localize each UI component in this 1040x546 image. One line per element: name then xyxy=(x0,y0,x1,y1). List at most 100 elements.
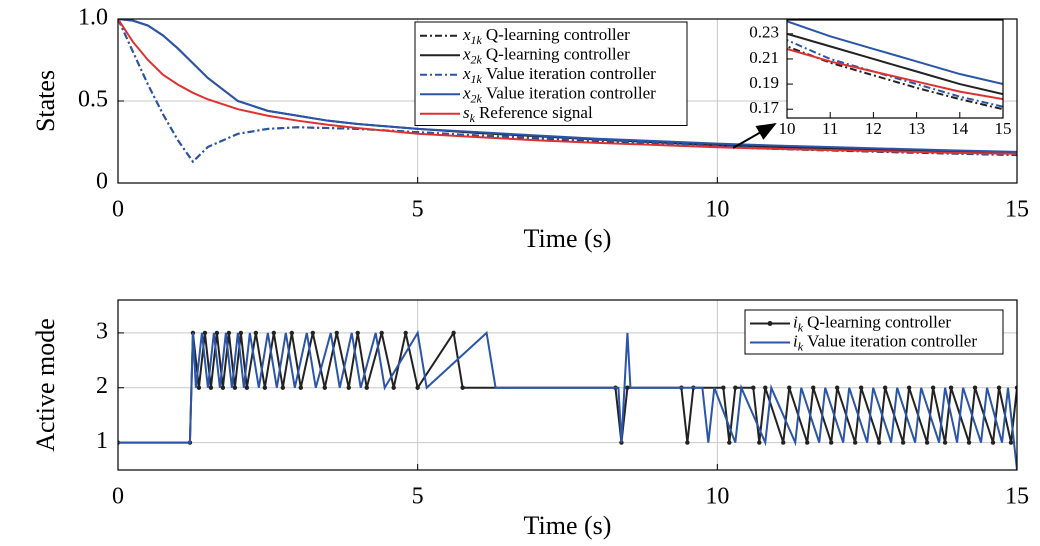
legend-label: x1k Q-learning controller xyxy=(462,25,630,47)
series-marker xyxy=(214,330,220,336)
x-tick-label: 0 xyxy=(112,484,124,510)
series-marker xyxy=(280,385,286,390)
series-marker xyxy=(948,385,954,390)
legend-label: x2k Q-learning controller xyxy=(462,44,630,66)
series-marker xyxy=(751,385,756,390)
legend-subscript: k xyxy=(798,320,804,334)
series-line xyxy=(787,20,1003,86)
y-tick-label: 1 xyxy=(96,428,108,454)
series-line xyxy=(787,32,1003,96)
series-marker xyxy=(238,330,244,336)
series-group xyxy=(118,19,1017,164)
x-tick-label: 10 xyxy=(705,197,729,223)
series-marker xyxy=(882,385,888,390)
series-marker xyxy=(972,385,978,390)
legend-subscript: 2k xyxy=(471,91,483,105)
series-marker xyxy=(924,440,930,445)
series-marker xyxy=(346,385,351,390)
axes-frame xyxy=(117,18,1018,184)
legend-name: Value iteration controller xyxy=(486,83,656,102)
x-tick-label: 5 xyxy=(412,197,424,223)
series-marker xyxy=(403,330,408,336)
legend-label: x2k Value iteration controller xyxy=(462,83,656,105)
series-marker xyxy=(244,385,250,390)
y-tick-label: 0.17 xyxy=(749,98,779,117)
series-marker xyxy=(334,330,339,336)
series-marker xyxy=(829,440,834,445)
series-marker xyxy=(942,440,948,445)
inset-arrow xyxy=(732,123,777,149)
x-tick-label: 11 xyxy=(822,119,838,138)
series-marker xyxy=(787,385,792,390)
y-tick-label: 1.0 xyxy=(78,5,108,31)
y-axis-label: Active mode xyxy=(31,318,60,452)
series-marker xyxy=(852,440,858,445)
series-marker xyxy=(721,385,726,390)
legend-symbol: x xyxy=(462,83,471,102)
series-marker xyxy=(876,440,882,445)
x-tick-label: 13 xyxy=(908,119,925,138)
axes-frame xyxy=(117,299,1018,471)
series-marker xyxy=(322,385,327,390)
series-marker xyxy=(727,440,732,445)
series-marker xyxy=(355,330,360,336)
series-marker xyxy=(271,330,277,336)
series-marker xyxy=(996,385,1002,390)
series-line xyxy=(118,330,1017,470)
series-marker xyxy=(763,385,768,390)
legend-name: Q-learning controller xyxy=(486,44,630,63)
legend-symbol: x xyxy=(462,44,471,63)
x-tick-label: 15 xyxy=(1005,484,1029,510)
series-marker xyxy=(298,385,303,390)
x-tick-label: 12 xyxy=(865,119,882,138)
x-tick-label: 10 xyxy=(705,484,729,510)
y-tick-label: 0.21 xyxy=(749,48,779,67)
y-tick-label: 0.5 xyxy=(78,87,108,113)
series-marker xyxy=(805,440,810,445)
y-tick-label: 2 xyxy=(96,373,108,399)
series-marker xyxy=(811,385,816,390)
x-tick-label: 15 xyxy=(995,119,1012,138)
y-axis-label: States xyxy=(31,70,60,132)
series-marker xyxy=(202,330,208,336)
x-tick-label: 10 xyxy=(779,119,796,138)
series-marker xyxy=(858,385,864,390)
series-marker xyxy=(781,440,786,445)
series-marker xyxy=(835,385,840,390)
legend-subscript: 2k xyxy=(471,52,483,66)
series-marker xyxy=(220,385,226,390)
y-tick-label: 0.23 xyxy=(749,23,779,42)
y-tick-label: 0 xyxy=(96,169,108,195)
x-tick-label: 15 xyxy=(1005,197,1029,223)
legend-symbol: x xyxy=(462,25,471,44)
legend-subscript: 1k xyxy=(471,72,483,86)
series-marker xyxy=(310,330,315,336)
legend-marker xyxy=(767,321,773,326)
series-marker xyxy=(253,330,259,336)
series-marker xyxy=(966,440,972,445)
legend-label: sk Reference signal xyxy=(463,103,593,125)
legend-label: ik Value iteration controller xyxy=(793,331,977,353)
series-line xyxy=(787,47,1003,101)
legend-symbol: s xyxy=(463,103,470,122)
series-marker xyxy=(415,385,420,390)
inset-frame xyxy=(786,19,1004,119)
series-marker xyxy=(1008,440,1014,445)
legend-symbol: x xyxy=(462,64,471,83)
legend-box xyxy=(414,21,688,126)
series-marker xyxy=(208,385,214,390)
series-marker xyxy=(900,440,906,445)
series-marker xyxy=(391,385,396,390)
legend-name: Value iteration controller xyxy=(807,331,977,350)
series-marker xyxy=(289,330,295,336)
series-marker xyxy=(460,385,465,390)
x-tick-label: 5 xyxy=(412,484,424,510)
legend-subscript: k xyxy=(798,339,804,353)
series-marker xyxy=(232,385,238,390)
series-line xyxy=(118,19,1017,153)
plot-area xyxy=(787,20,1003,118)
series-marker xyxy=(625,385,630,390)
legend-name: Q-learning controller xyxy=(807,312,951,331)
legend-name: Reference signal xyxy=(479,103,593,122)
